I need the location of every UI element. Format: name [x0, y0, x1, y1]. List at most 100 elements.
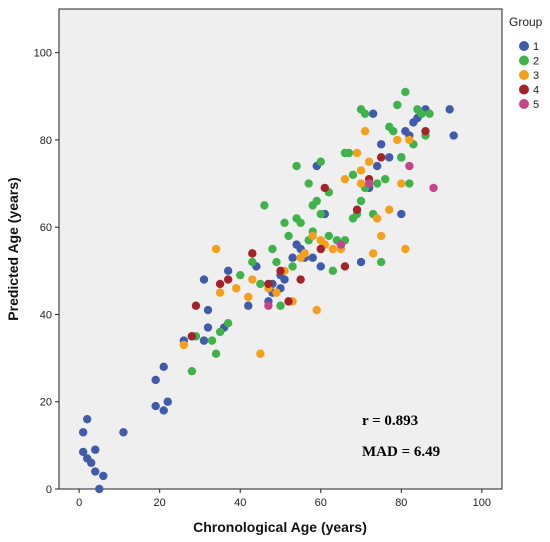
data-point-group-3: [356, 166, 366, 175]
data-point-group-3: [352, 148, 362, 158]
data-point-group-1: [78, 447, 88, 457]
y-tick-label: 20: [40, 397, 52, 409]
data-point-group-2: [187, 366, 197, 376]
data-point-group-2: [211, 349, 221, 358]
data-point-group-3: [356, 179, 366, 188]
y-tick-label: 0: [46, 484, 52, 496]
y-tick-label: 80: [40, 135, 52, 147]
data-point-group-1: [78, 428, 88, 437]
data-point-group-3: [372, 214, 382, 223]
data-point-group-2: [389, 126, 398, 136]
data-point-group-1: [151, 375, 160, 385]
series-group-2: [187, 87, 434, 376]
legend-marker-3: [519, 70, 529, 80]
data-point-group-3: [376, 231, 386, 241]
data-point-group-2: [405, 179, 414, 188]
data-point-group-2: [223, 318, 233, 328]
data-point-group-4: [276, 266, 285, 276]
data-point-group-5: [336, 240, 346, 249]
x-tick-label: 20: [154, 497, 166, 509]
data-point-group-3: [244, 292, 253, 302]
data-point-group-1: [99, 471, 108, 481]
data-point-group-5: [264, 301, 273, 310]
legend-label-5: 5: [533, 99, 539, 111]
data-point-group-2: [348, 170, 358, 180]
data-point-group-1: [280, 275, 289, 284]
data-point-group-3: [401, 244, 410, 254]
data-point-group-3: [385, 205, 394, 214]
data-point-group-2: [304, 179, 313, 188]
legend-label-1: 1: [533, 41, 539, 53]
data-point-group-1: [91, 445, 100, 454]
data-point-group-2: [344, 148, 354, 158]
data-point-group-2: [372, 179, 382, 188]
data-point-group-1: [203, 323, 213, 332]
data-point-group-1: [385, 153, 394, 162]
data-point-group-1: [244, 301, 253, 310]
data-point-group-3: [211, 244, 221, 254]
data-point-group-1: [356, 257, 366, 267]
data-point-group-1: [199, 275, 209, 284]
series-group-5: [264, 161, 438, 310]
data-point-group-4: [264, 279, 273, 289]
mad-annotation: MAD = 6.49: [362, 444, 440, 460]
data-point-group-1: [376, 140, 386, 149]
data-point-group-2: [393, 100, 402, 110]
data-point-group-2: [381, 174, 390, 184]
data-point-group-3: [248, 275, 257, 284]
data-point-group-4: [284, 297, 293, 306]
y-tick-label: 100: [34, 48, 52, 60]
y-tick-label: 40: [40, 309, 52, 321]
data-point-group-2: [260, 201, 269, 210]
data-point-group-5: [405, 161, 414, 171]
legend-marker-1: [519, 41, 529, 51]
series-group-4: [187, 126, 430, 341]
data-point-group-4: [352, 205, 362, 214]
data-point-group-1: [368, 109, 378, 118]
data-point-group-1: [203, 305, 213, 315]
legend-marker-2: [519, 55, 529, 66]
x-tick-label: 80: [395, 497, 407, 509]
x-tick-label: 60: [315, 497, 327, 509]
legend-label-2: 2: [533, 56, 539, 68]
data-point-group-2: [280, 218, 289, 228]
data-point-group-2: [356, 196, 366, 206]
x-tick-label: 40: [234, 497, 246, 509]
data-point-group-1: [316, 262, 325, 271]
data-point-group-2: [312, 196, 321, 206]
data-point-group-2: [268, 244, 277, 254]
data-point-group-3: [405, 135, 414, 145]
data-point-group-1: [87, 458, 96, 468]
data-point-group-2: [425, 109, 434, 118]
x-axis: 0 20 40 60 80 100: [76, 489, 491, 509]
data-point-group-2: [215, 327, 225, 337]
data-point-group-3: [300, 249, 309, 258]
legend-marker-4: [519, 84, 529, 95]
correlation-annotation: r = 0.893: [362, 413, 418, 429]
data-point-group-3: [256, 349, 265, 358]
data-point-group-2: [360, 109, 370, 118]
data-point-group-1: [91, 467, 100, 476]
data-point-group-4: [376, 153, 386, 162]
data-point-group-1: [151, 401, 160, 411]
data-point-group-1: [397, 209, 406, 219]
data-point-group-2: [316, 157, 325, 166]
data-point-group-5: [364, 179, 374, 188]
data-point-group-3: [308, 231, 317, 241]
data-point-group-1: [445, 105, 454, 114]
y-tick-label: 60: [40, 222, 52, 234]
data-point-group-2: [417, 109, 426, 118]
plot-area: [58, 8, 503, 490]
data-point-group-2: [207, 336, 217, 345]
y-axis: 0 20 40 60 80 100: [34, 48, 59, 496]
y-axis-title: Predicted Age (years): [5, 177, 21, 320]
data-point-group-3: [328, 244, 338, 254]
data-point-group-4: [248, 249, 257, 258]
data-point-group-2: [236, 270, 245, 280]
data-point-group-3: [215, 288, 225, 297]
legend-marker-5: [519, 99, 529, 109]
data-point-group-1: [163, 397, 172, 406]
data-point-group-3: [364, 157, 374, 166]
data-point-group-1: [372, 161, 382, 171]
